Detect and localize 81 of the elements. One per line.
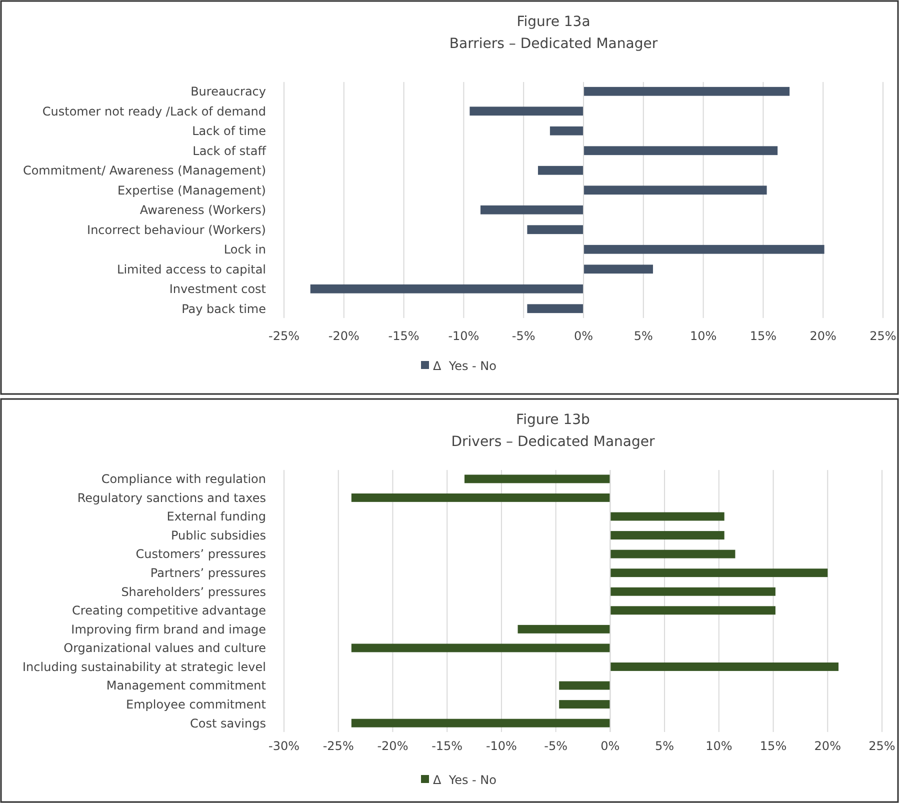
bar [610,568,828,578]
bar [584,146,778,156]
x-tick-label: 0% [574,329,594,343]
y-tick-label: Organizational values and culture [64,641,266,656]
chart-subtitle: Drivers – Dedicated Manager [451,434,656,450]
bar [480,205,584,214]
bar [559,681,610,690]
x-tick-label: 5% [655,739,674,753]
legend-label: Δ Yes - No [433,359,496,373]
y-tick-label: Awareness (Workers) [140,203,266,218]
y-tick-label: Customer not ready /Lack of demand [42,104,266,118]
y-tick-label: Cost savings [190,716,266,730]
y-tick-label: Limited access to capital [117,262,266,276]
x-tick-label: 5% [634,329,653,343]
x-tick-label: -25% [268,329,300,343]
x-tick-label: -20% [377,739,408,753]
bar [351,493,610,502]
x-tick-label: -30% [268,739,300,753]
bar [584,244,824,254]
x-tick-label: 25% [868,739,896,753]
bar [610,550,736,558]
bar [584,186,767,195]
bar [610,606,776,615]
chart-subtitle: Barriers – Dedicated Manager [449,36,658,52]
bar [464,474,610,484]
x-tick-label: -15% [432,739,463,753]
x-tick-label: -5% [544,739,568,753]
y-tick-label: External funding [166,510,266,524]
bar [610,662,839,671]
y-tick-label: Compliance with regulation [101,472,266,486]
x-tick-label: 10% [690,329,717,343]
y-tick-label: Bureaucracy [190,84,266,99]
x-tick-label: -20% [328,329,360,343]
bar [538,166,584,175]
bar [559,700,610,709]
bar [610,587,776,596]
y-tick-label: Expertise (Management) [117,183,266,198]
y-tick-label: Public subsidies [171,528,266,542]
y-tick-label: Lack of staff [192,144,267,158]
y-tick-label: Including sustainability at strategic level [22,660,266,674]
bar [584,86,790,96]
x-tick-label: -10% [448,329,480,343]
y-tick-label: Management commitment [106,678,266,693]
x-tick-label: 20% [814,739,841,753]
x-tick-label: -5% [512,329,536,343]
x-tick-label: 25% [870,329,896,343]
bar [527,304,584,314]
bar [518,624,610,634]
x-tick-label: 20% [810,329,836,343]
y-tick-label: Customers’ pressures [136,547,266,562]
bar [610,512,724,521]
y-tick-label: Pay back time [182,302,266,316]
y-tick-label: Incorrect behaviour (Workers) [87,222,266,237]
x-tick-label: 10% [706,739,732,753]
y-tick-label: Commitment/ Awareness (Management) [22,164,266,178]
bar [310,284,584,294]
chart-title: Figure 13b [516,412,590,428]
bar [527,225,584,234]
x-tick-label: 15% [750,329,777,343]
x-tick-label: 15% [760,739,787,753]
bar [470,106,584,116]
y-tick-label: Regulatory sanctions and taxes [77,490,266,505]
chart-title: Figure 13a [516,14,590,30]
bar [351,644,610,652]
y-tick-label: Partners’ pressures [150,566,266,580]
y-tick-label: Lack of time [192,124,266,138]
x-tick-label: -15% [388,329,420,343]
y-tick-label: Shareholders’ pressures [121,584,266,599]
x-tick-label: -10% [486,739,517,753]
x-tick-label: 0% [600,739,620,753]
y-tick-label: Investment cost [169,282,266,296]
bar [610,531,724,540]
x-tick-label: -25% [322,739,354,753]
bar [351,718,610,728]
y-tick-label: Creating competitive advantage [72,604,266,618]
y-tick-label: Employee commitment [126,697,266,712]
bar [584,264,653,274]
y-tick-label: Lock in [224,242,266,257]
bar [550,126,584,136]
legend-label: Δ Yes - No [433,773,496,787]
y-tick-label: Improving firm brand and image [71,622,266,636]
